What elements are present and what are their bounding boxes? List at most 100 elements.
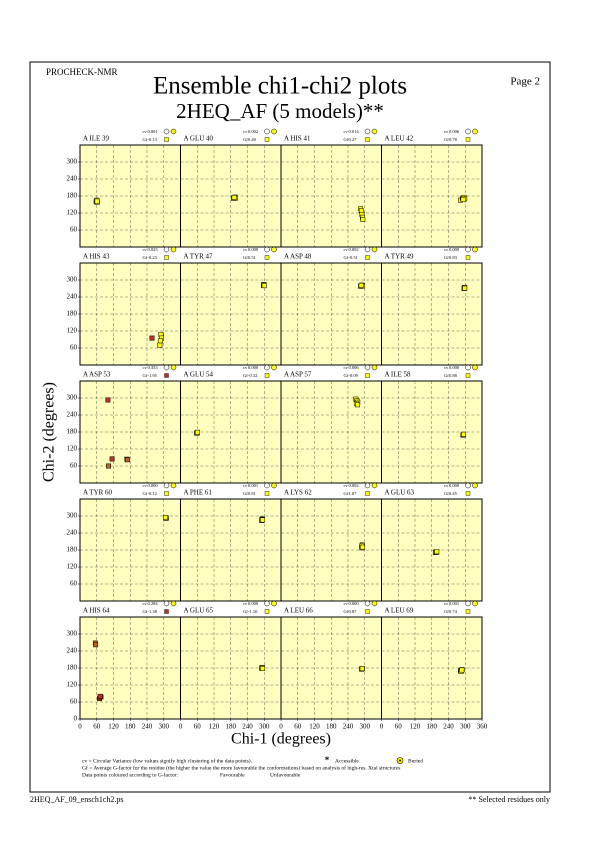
cv-value: 0.002: [349, 247, 359, 252]
cv-label: cv: [444, 601, 449, 606]
data-point: [93, 642, 99, 648]
data-point: [359, 666, 365, 672]
gf-value: 0.81: [248, 491, 256, 496]
gf-label: Gf: [243, 491, 248, 496]
data-point: [105, 397, 111, 403]
legend-colour: Data points coloured according to G-fact…: [82, 771, 179, 778]
plot-border: [381, 498, 483, 602]
y-tick-label: 120: [67, 327, 78, 335]
y-tick-label: 180: [67, 192, 78, 200]
cv-value: 0.006: [449, 129, 460, 134]
data-point: [358, 282, 364, 288]
gf-colour-box: [264, 137, 270, 142]
x-tick-label: 60: [194, 723, 202, 731]
gf-colour-box: [164, 255, 169, 260]
cv-label: cv: [143, 483, 148, 488]
buried-icon: [271, 128, 277, 135]
cv-value: 0.002: [349, 483, 359, 488]
legend-favourable: Favourable: [220, 772, 245, 778]
gf-value: 0.78: [449, 137, 458, 142]
x-tick-label: 180: [125, 723, 136, 731]
query-icon: [465, 246, 471, 253]
y-tick-label: 0: [74, 715, 78, 723]
cv-value: 0.014: [349, 129, 360, 134]
cv-label: cv: [243, 365, 248, 370]
y-tick-label: 240: [67, 293, 78, 301]
y-tick-label: 300: [67, 630, 78, 638]
cv-label: cv: [243, 247, 248, 252]
x-tick-label: 60: [294, 723, 302, 731]
data-point: [125, 457, 130, 463]
panel-title: A ILE 39: [83, 135, 110, 143]
gf-value: 0.87: [349, 609, 358, 614]
buried-icon: [170, 364, 177, 371]
query-icon: [163, 600, 170, 607]
cv-value: 0.000: [248, 601, 259, 606]
gf-label: Gf: [344, 373, 349, 378]
cv-label: cv: [344, 247, 349, 252]
y-tick-label: 240: [67, 529, 78, 537]
cv-value: 0.000: [349, 601, 360, 606]
cv-value: 0.000: [248, 247, 259, 252]
panel-title: A PHE 61: [184, 489, 213, 497]
query-icon: [163, 128, 170, 135]
x-tick-label: 240: [443, 723, 454, 731]
gf-colour-box: [164, 373, 169, 378]
data-point: [162, 514, 168, 520]
y-tick-label: 300: [67, 276, 78, 284]
x-tick-label: 120: [209, 723, 220, 731]
cv-label: cv: [344, 601, 349, 606]
x-tick-label: 300: [360, 723, 371, 731]
data-point: [195, 429, 200, 435]
panel-title: A HIS 41: [284, 135, 311, 143]
buried-icon: [371, 246, 378, 253]
gf-colour-box: [164, 491, 169, 496]
panel-title: A GLU 54: [184, 371, 214, 379]
cv-label: cv: [444, 247, 449, 252]
gf-colour-box: [365, 609, 370, 614]
cv-label: cv: [243, 129, 248, 134]
buried-icon: [371, 600, 378, 607]
data-point: [109, 456, 115, 462]
gf-value: -0.23: [148, 255, 158, 260]
x-tick-label: 60: [395, 723, 403, 731]
panel-title: A HIS 64: [83, 607, 110, 615]
gf-value: -0.13: [148, 137, 158, 142]
data-point: [360, 544, 365, 550]
gf-value: 0.51: [248, 255, 256, 260]
title: Ensemble chi1-chi2 plots: [153, 73, 407, 100]
y-tick-label: 180: [67, 310, 78, 318]
data-point: [106, 463, 111, 469]
x-tick-label: 0: [78, 723, 82, 731]
buried-icon: [472, 600, 478, 607]
y-tick-label: 300: [67, 394, 78, 402]
buried-icon: [371, 128, 378, 135]
buried-icon: [371, 482, 378, 489]
x-tick-label: 240: [343, 723, 354, 731]
footer-file: 2HEQ_AF_09_ensch1ch2.ps: [30, 795, 124, 804]
buried-icon: [472, 364, 478, 371]
gf-label: Gf: [344, 609, 349, 614]
data-point: [97, 693, 103, 699]
x-tick-label: 180: [226, 723, 237, 731]
y-tick-label: 60: [70, 462, 78, 470]
buried-icon: [371, 364, 378, 371]
x-tick-label: 300: [460, 723, 471, 731]
buried-icon: [271, 246, 277, 253]
x-tick-label: 60: [93, 723, 101, 731]
cv-value: 0.353: [148, 365, 159, 370]
y-tick-label: 120: [67, 563, 78, 571]
panel-title: A ASP 53: [83, 371, 111, 379]
subtitle: 2HEQ_AF (5 models)**: [176, 99, 384, 123]
buried-icon: [170, 246, 177, 253]
gf-value: -0.12: [148, 491, 157, 496]
cv-label: cv: [344, 483, 349, 488]
y-tick-label: 300: [67, 158, 78, 166]
x-tick-label: 120: [410, 723, 421, 731]
y-tick-label: 60: [70, 344, 78, 352]
gf-value: 0.88: [449, 373, 458, 378]
cv-label: cv: [143, 129, 148, 134]
gf-label: Gf: [243, 255, 248, 260]
legend-accessible: Accessible: [335, 758, 359, 764]
query-icon: [264, 246, 270, 253]
